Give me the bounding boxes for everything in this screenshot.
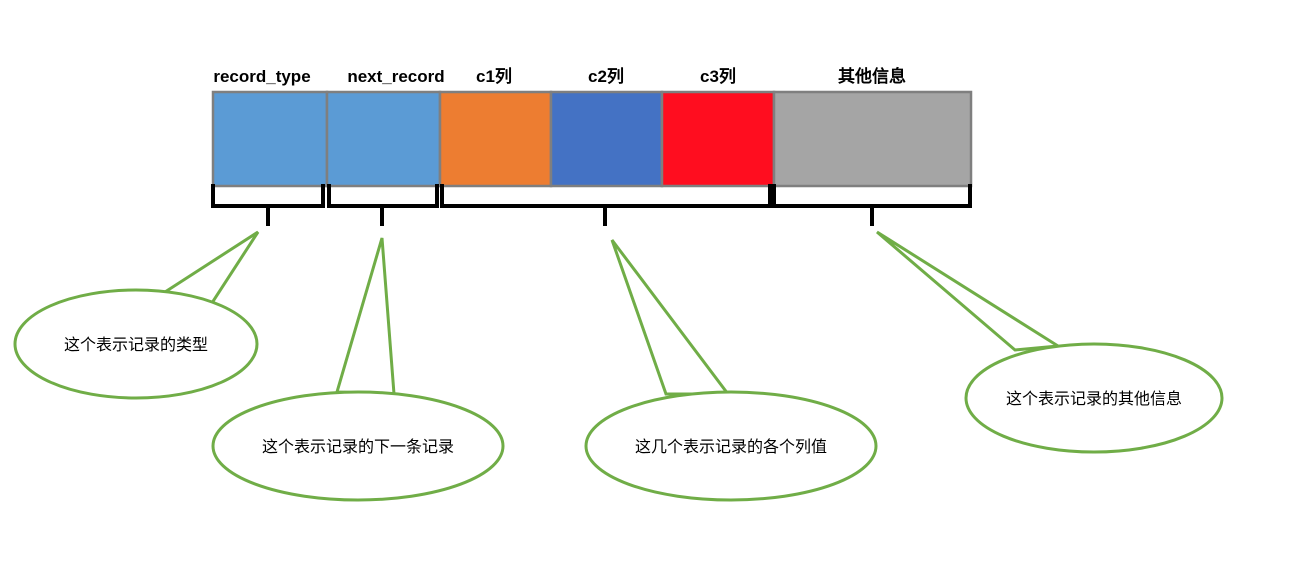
callout-other-info-text: 这个表示记录的其他信息 [1006,389,1182,408]
field-label-c1: c1列 [476,66,512,86]
callout-next-record-text: 这个表示记录的下一条记录 [262,437,454,456]
brace-record-type [211,184,325,226]
field-cell-record-type [211,90,329,188]
field-cell-other-info [772,90,973,188]
brace-columns [440,184,772,226]
brace-next-record [327,184,439,226]
callout-other-info-bubble [964,342,1224,454]
braces-group [211,184,972,226]
brace-other-info [772,184,972,226]
field-label-record-type: record_type [213,67,310,86]
callout-other-info-tail [876,230,1063,352]
callout-columns: 这几个表示记录的各个列值 [584,239,878,502]
callout-next-record-tail [335,237,396,396]
field-label-c2: c2列 [588,66,624,86]
callout-columns-text: 这几个表示记录的各个列值 [635,437,827,456]
callout-next-record: 这个表示记录的下一条记录 [211,237,505,502]
field-label-next-record: next_record [347,67,444,86]
callout-record-type-text: 这个表示记录的类型 [64,335,208,354]
callout-next-record-bubble [211,390,505,502]
field-label-c3: c3列 [700,66,736,86]
callout-record-type-bubble [13,288,259,400]
callout-record-type: 这个表示记录的类型 [13,230,260,400]
callout-columns-bubble [584,390,878,502]
field-cell-c1 [438,90,553,188]
field-label-other-info: 其他信息 [838,66,906,86]
field-cell-next-record [325,90,442,188]
callout-other-info: 这个表示记录的其他信息 [876,230,1224,454]
field-cell-c2 [549,90,664,188]
callout-columns-tail [610,239,732,396]
callouts-group: 这个表示记录的类型 这个表示记录的下一条记录 这几个表示记录的各个列值 这个表示… [13,230,1224,502]
field-cell-c3 [660,90,776,188]
